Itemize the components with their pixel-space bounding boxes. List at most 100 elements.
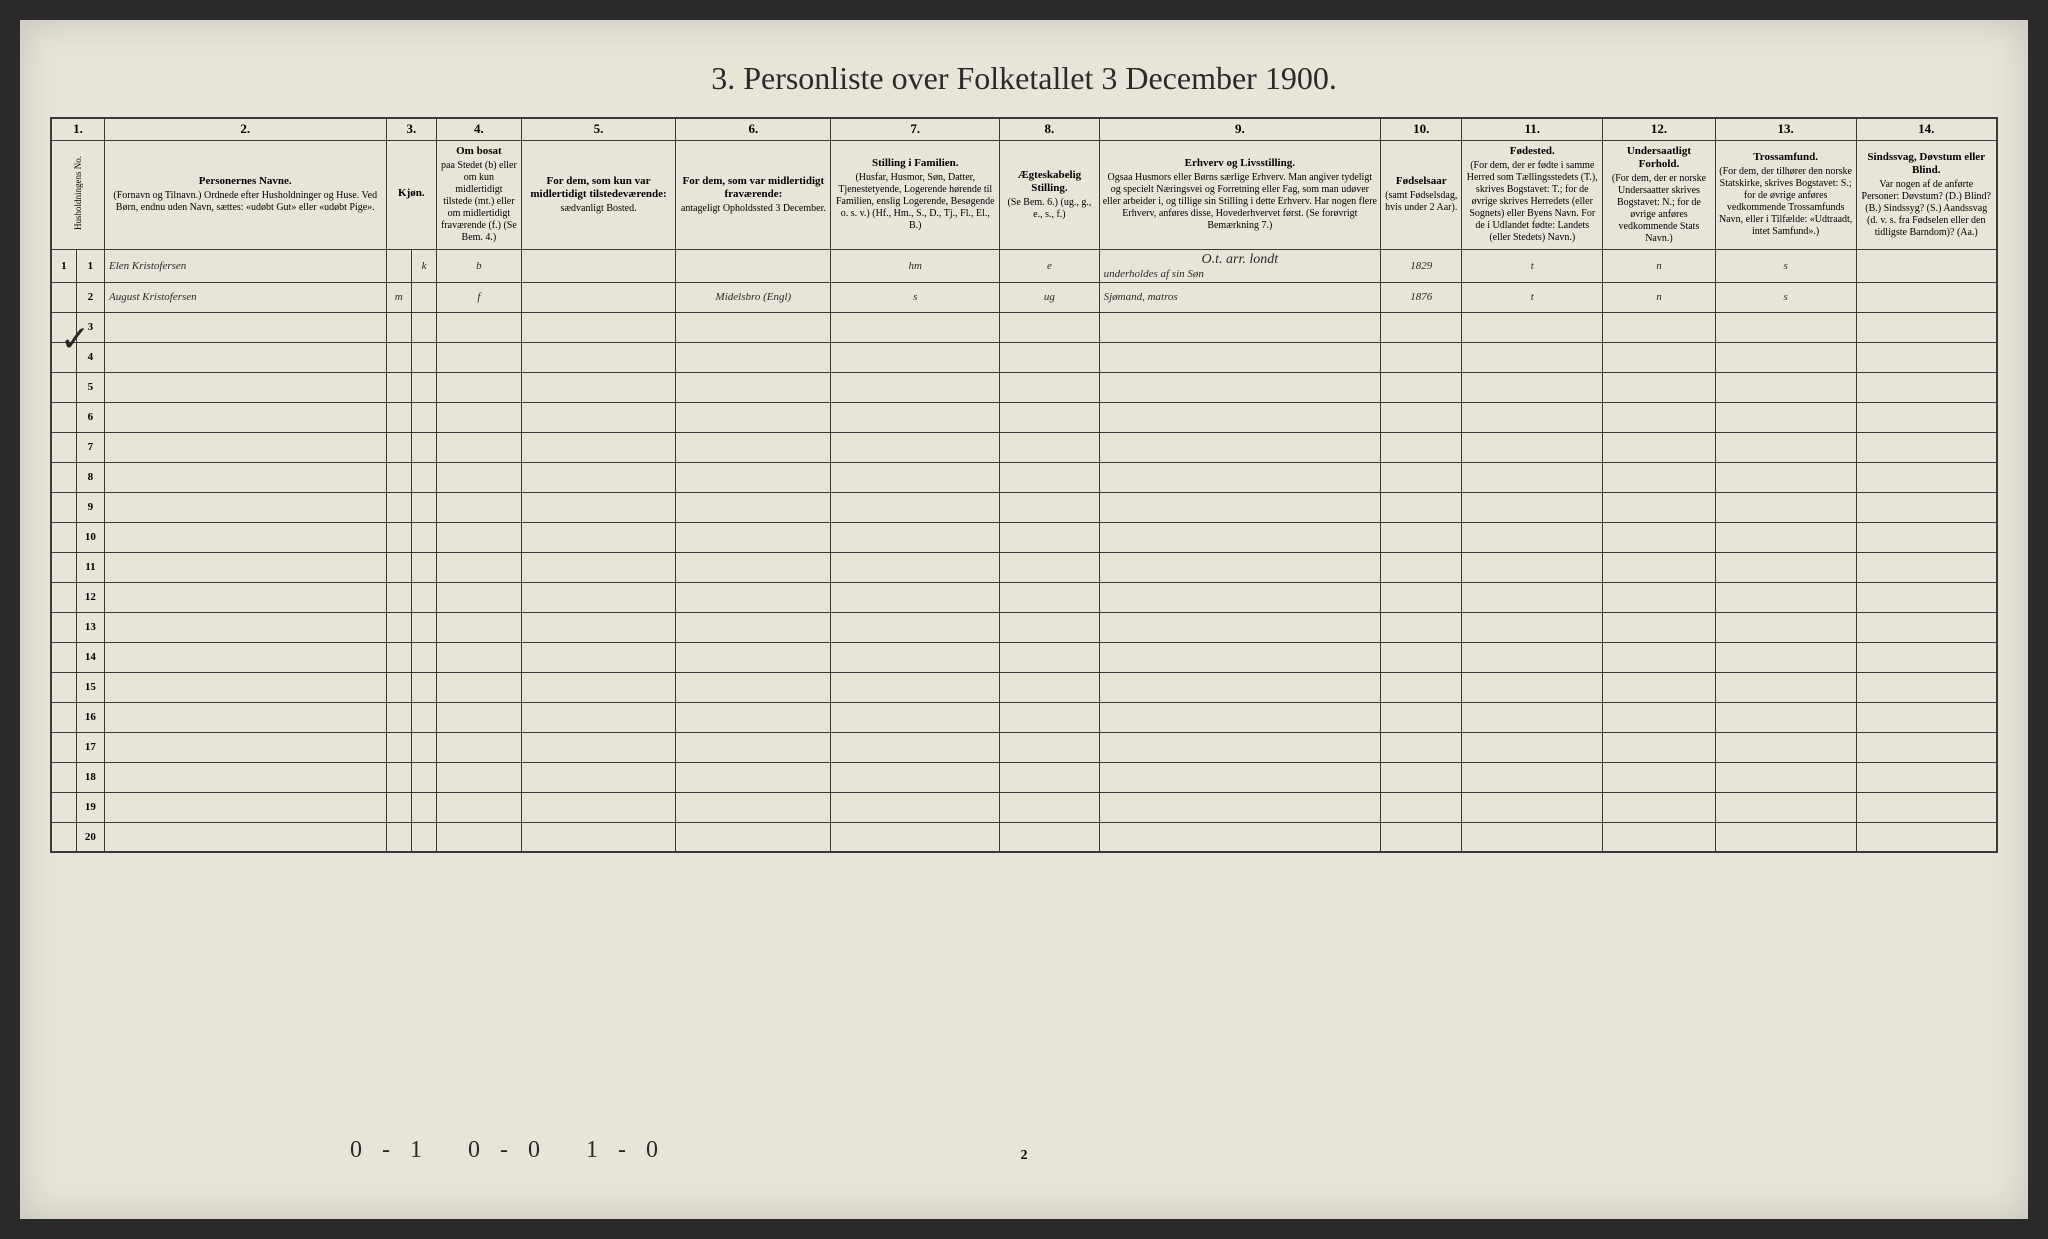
table-cell — [51, 492, 76, 522]
table-cell — [831, 552, 1000, 582]
table-cell — [1099, 822, 1381, 852]
table-cell — [1603, 372, 1716, 402]
table-cell — [521, 732, 676, 762]
table-cell — [676, 312, 831, 342]
table-cell — [1462, 432, 1603, 462]
table-row: 14 — [51, 642, 1997, 672]
table-cell: 11 — [76, 552, 104, 582]
table-cell — [676, 642, 831, 672]
table-cell — [521, 612, 676, 642]
table-cell: s — [1715, 282, 1856, 312]
table-cell: Midelsbro (Engl) — [676, 282, 831, 312]
table-cell — [1000, 612, 1099, 642]
table-cell — [831, 582, 1000, 612]
table-cell — [521, 582, 676, 612]
table-cell — [1603, 462, 1716, 492]
table-cell — [521, 462, 676, 492]
table-cell: k — [411, 249, 436, 282]
table-cell — [104, 342, 386, 372]
col-num-7: 7. — [831, 118, 1000, 140]
table-cell — [1000, 462, 1099, 492]
table-cell — [437, 642, 521, 672]
table-cell — [676, 402, 831, 432]
table-cell — [1099, 372, 1381, 402]
table-cell: 2 — [76, 282, 104, 312]
table-cell — [1856, 552, 1997, 582]
table-cell — [1099, 552, 1381, 582]
table-cell — [1715, 522, 1856, 552]
table-cell: 9 — [76, 492, 104, 522]
table-row: 20 — [51, 822, 1997, 852]
table-cell — [51, 732, 76, 762]
table-cell — [104, 792, 386, 822]
table-cell — [676, 462, 831, 492]
annotation: O.t. arr. londt — [1104, 252, 1377, 268]
table-cell — [1000, 552, 1099, 582]
table-cell: Elen Kristofersen — [104, 249, 386, 282]
header-col8: Ægteskabelig Stilling. (Se Bem. 6.) (ug.… — [1000, 140, 1099, 249]
table-cell — [1099, 462, 1381, 492]
table-cell — [1462, 792, 1603, 822]
table-cell — [1856, 822, 1997, 852]
table-body: 11Elen KristofersenkbhmeO.t. arr. londtu… — [51, 249, 1997, 852]
table-cell — [386, 642, 411, 672]
table-cell — [386, 312, 411, 342]
table-cell — [104, 462, 386, 492]
table-cell — [1603, 492, 1716, 522]
table-cell — [831, 672, 1000, 702]
table-cell — [521, 762, 676, 792]
table-cell — [676, 342, 831, 372]
table-row: 10 — [51, 522, 1997, 552]
table-cell — [1603, 552, 1716, 582]
table-cell — [1462, 342, 1603, 372]
table-row: 17 — [51, 732, 1997, 762]
table-cell — [51, 582, 76, 612]
table-cell — [104, 732, 386, 762]
table-row: 6 — [51, 402, 1997, 432]
table-cell — [51, 762, 76, 792]
table-cell: O.t. arr. londtunderholdes af sin Søn — [1099, 249, 1381, 282]
header-col13: Trossamfund. (For dem, der tilhører den … — [1715, 140, 1856, 249]
table-cell — [831, 702, 1000, 732]
table-cell — [1856, 612, 1997, 642]
table-cell — [1000, 732, 1099, 762]
table-cell: 12 — [76, 582, 104, 612]
table-cell — [411, 762, 436, 792]
table-cell — [386, 492, 411, 522]
table-cell — [1381, 432, 1462, 462]
table-cell — [1603, 432, 1716, 462]
table-cell: 18 — [76, 762, 104, 792]
table-row: 13 — [51, 612, 1997, 642]
table-cell — [437, 792, 521, 822]
table-cell: b — [437, 249, 521, 282]
table-cell — [831, 732, 1000, 762]
table-cell — [1715, 372, 1856, 402]
table-cell — [1000, 702, 1099, 732]
table-cell — [386, 762, 411, 792]
table-cell: n — [1603, 249, 1716, 282]
table-cell — [1462, 312, 1603, 342]
table-cell — [437, 732, 521, 762]
table-cell — [1462, 822, 1603, 852]
table-cell — [1099, 432, 1381, 462]
table-cell — [1381, 792, 1462, 822]
col-num-6: 6. — [676, 118, 831, 140]
table-row: 11Elen KristofersenkbhmeO.t. arr. londtu… — [51, 249, 1997, 282]
table-cell — [1462, 522, 1603, 552]
table-cell — [386, 612, 411, 642]
table-cell — [437, 342, 521, 372]
table-cell — [676, 372, 831, 402]
table-cell — [1715, 552, 1856, 582]
table-cell — [411, 342, 436, 372]
table-cell — [1381, 372, 1462, 402]
table-cell: m — [386, 282, 411, 312]
census-table: 1. 2. 3. 4. 5. 6. 7. 8. 9. 10. 11. 12. 1… — [50, 117, 1998, 853]
table-cell — [521, 282, 676, 312]
table-cell — [521, 672, 676, 702]
column-number-row: 1. 2. 3. 4. 5. 6. 7. 8. 9. 10. 11. 12. 1… — [51, 118, 1997, 140]
table-cell — [437, 552, 521, 582]
table-cell — [411, 282, 436, 312]
table-cell — [1462, 612, 1603, 642]
col-num-2: 2. — [104, 118, 386, 140]
table-cell — [1856, 402, 1997, 432]
